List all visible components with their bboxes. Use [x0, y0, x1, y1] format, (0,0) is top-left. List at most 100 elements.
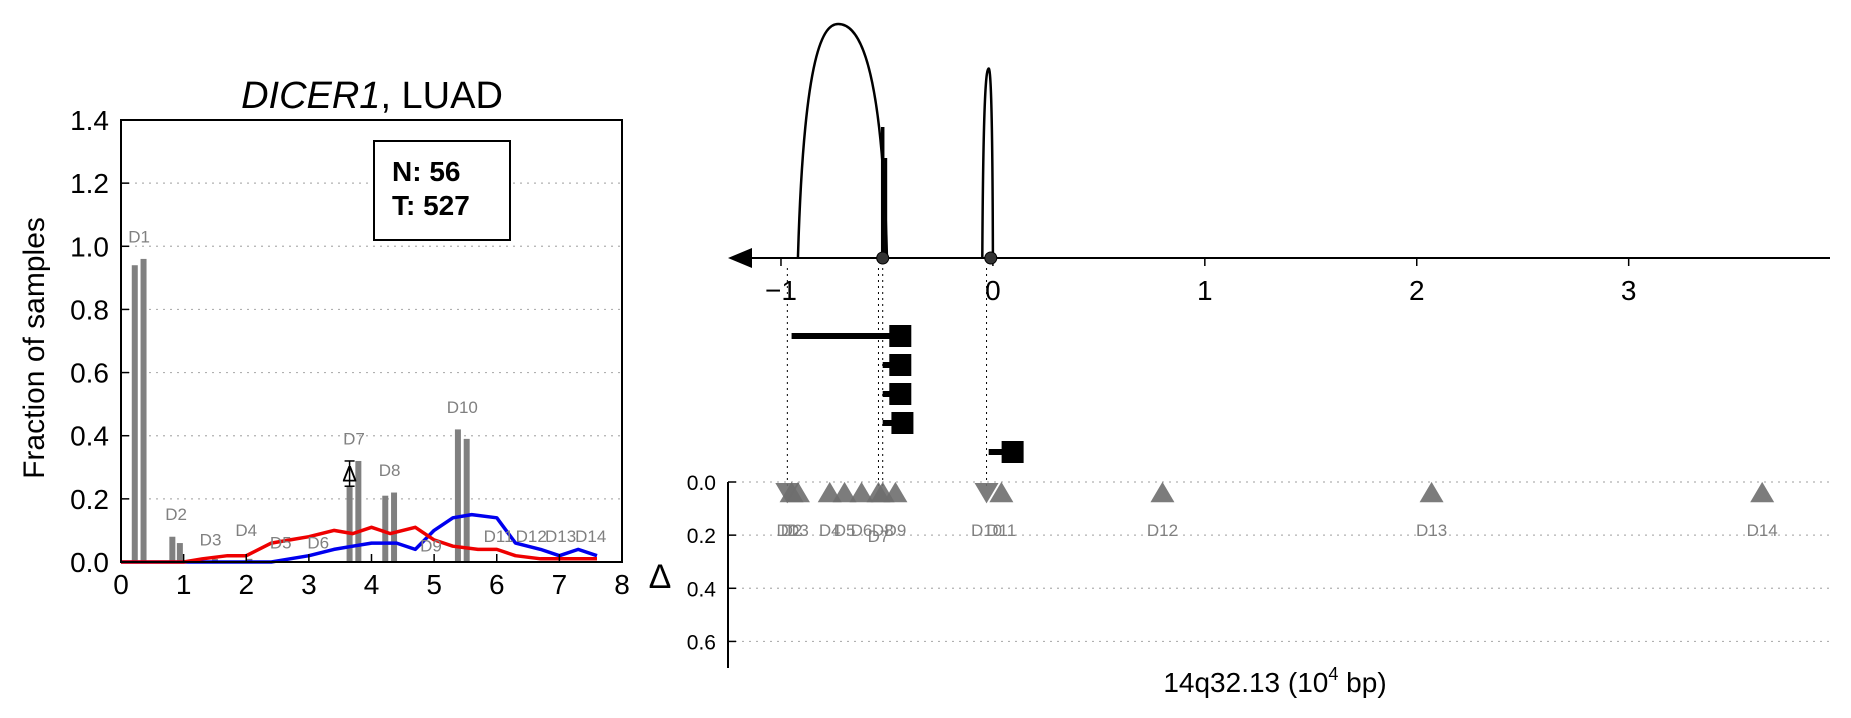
left-x-tick-label: 7: [552, 569, 568, 600]
delta-label: D10: [971, 521, 1002, 540]
left-bar: [454, 429, 461, 562]
left-y-axis-label: Fraction of samples: [18, 217, 51, 479]
delta-symbol: Δ: [342, 462, 357, 487]
delta-label: D2: [781, 521, 803, 540]
left-chart-title-rest: , LUAD: [380, 75, 502, 117]
left-bar-label: D6: [307, 534, 329, 553]
left-chart: DICER1, LUAD Fraction of samples D1 D2 D3 D…: [18, 75, 630, 600]
left-x-tick-label: 0: [113, 569, 129, 600]
left-x-tick-label: 2: [238, 569, 254, 600]
left-bar: [131, 265, 138, 562]
structure-square: [891, 412, 914, 434]
left-series-line: [121, 525, 597, 564]
left-bar: [169, 536, 176, 562]
left-x-tick-label: 8: [614, 569, 630, 600]
delta-label: D13: [1416, 521, 1447, 540]
left-bar-label: D11: [484, 527, 514, 546]
left-plot-frame: [120, 119, 623, 563]
delta-gridlines: [728, 481, 1830, 643]
right-x-axis-label-sup: 4: [1328, 664, 1338, 684]
left-bar: [346, 486, 353, 562]
left-bar-label: D14: [575, 527, 606, 546]
legend-n-label: N: 56: [392, 156, 460, 187]
left-gridlines: [121, 182, 622, 500]
left-bar-label: D3: [200, 530, 222, 549]
right-x-axis-label-end: bp): [1338, 667, 1386, 698]
axis-node: [876, 251, 890, 265]
genomic-x-tick-label: 2: [1409, 275, 1425, 306]
left-bar-label: D4: [235, 521, 257, 540]
left-bar-label: D2: [165, 505, 187, 524]
genomic-x-tick-label: 3: [1621, 275, 1637, 306]
left-bar-label: D7: [343, 429, 365, 448]
delta-y-axis-label: Δ: [649, 558, 672, 596]
genomic-x-tick-label: 1: [1197, 275, 1213, 306]
left-x-tick-label: 4: [364, 569, 380, 600]
delta-y-tick-label: 0.4: [687, 578, 717, 601]
delta-label: D9: [885, 521, 907, 540]
structure-square: [889, 354, 912, 376]
left-x-tick-label: 1: [176, 569, 192, 600]
delta-triangle: [1150, 481, 1175, 503]
left-y-tick-label: 1.4: [70, 105, 109, 136]
left-delta-marker: Δ: [342, 460, 357, 487]
structure-square: [1001, 441, 1024, 463]
left-x-tick-label: 6: [489, 569, 505, 600]
left-bar-label: D8: [379, 461, 401, 480]
left-bar: [463, 438, 470, 562]
legend-box: N: 56 T: 527: [373, 140, 511, 241]
genomic-axis: −1 0 1 2 3: [728, 248, 1830, 306]
left-y-ticks: 0.0 0.2 0.4 0.6 0.8 1.0 1.2 1.4: [70, 105, 129, 578]
delta-label: D5: [834, 521, 856, 540]
delta-label: D7: [868, 527, 890, 546]
axis-arrowhead: [728, 248, 752, 268]
guide-lines: [786, 268, 988, 486]
left-bar: [391, 492, 398, 562]
delta-triangle: [785, 481, 810, 503]
left-y-tick-label: 0.4: [70, 421, 109, 452]
right-x-axis-label-main: 14q32.13 (10: [1163, 667, 1328, 698]
delta-triangle: [883, 481, 908, 503]
legend-box-frame: [373, 140, 511, 241]
delta-label: D11: [986, 521, 1016, 540]
gene-arrow-arc: [981, 67, 995, 259]
delta-label: D14: [1747, 521, 1778, 540]
left-x-tick-label: 3: [301, 569, 317, 600]
left-bar-label: D1: [128, 227, 150, 246]
delta-triangle: [849, 481, 874, 503]
left-bar: [355, 460, 362, 562]
delta-label: D8: [872, 521, 894, 540]
structure-marks: [791, 325, 1024, 463]
delta-y-ticks: 0.0 0.2 0.4 0.6: [687, 472, 736, 668]
genomic-x-tick-label: 0: [985, 275, 1001, 306]
left-bars: [131, 258, 470, 562]
left-y-tick-label: 0.8: [70, 294, 109, 325]
left-bar: [176, 543, 183, 562]
legend-t-label: T: 527: [392, 190, 470, 221]
left-bar-label: D5: [270, 534, 292, 553]
delta-triangle: [974, 483, 999, 504]
left-chart-title-gene: DICER1: [241, 75, 380, 117]
left-bar-label: D10: [447, 398, 478, 417]
left-chart-title: DICER1, LUAD: [241, 75, 503, 117]
left-y-tick-label: 1.0: [70, 231, 109, 262]
delta-label: D12: [1147, 521, 1178, 540]
left-bar-label: D13: [545, 527, 576, 546]
left-bar: [140, 258, 147, 562]
left-x-tick-label: 5: [426, 569, 442, 600]
genomic-x-tick-label: −1: [765, 275, 797, 306]
delta-triangle: [989, 481, 1014, 503]
left-bar-label: D9: [420, 537, 442, 556]
delta-triangle: [1750, 481, 1775, 503]
delta-triangle: [832, 481, 857, 503]
left-y-tick-label: 1.2: [70, 168, 109, 199]
structure-square: [889, 325, 912, 347]
structure-square: [889, 383, 912, 405]
right-x-axis-label: 14q32.13 (104 bp): [1163, 664, 1386, 698]
delta-label: D1: [776, 521, 798, 540]
left-y-tick-label: 0.0: [70, 547, 109, 578]
